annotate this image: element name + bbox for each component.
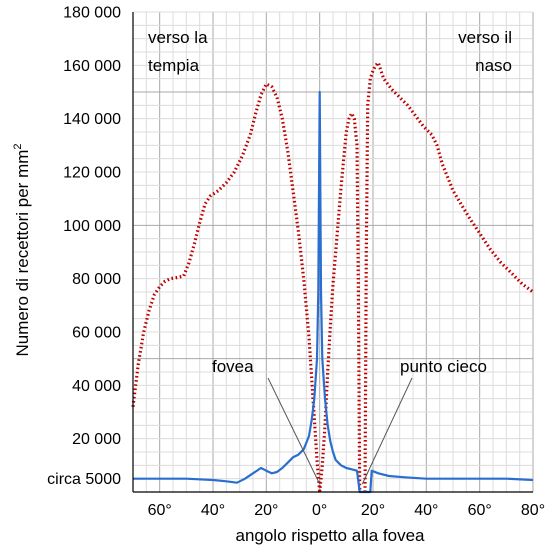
y-tick-label: 100 000 [63, 218, 121, 235]
x-tick-label: 20° [361, 502, 385, 519]
x-axis-ticks: 60° 40° 20° 0° 20° 40° 60° 80° [148, 502, 546, 519]
x-tick-label: 20° [254, 502, 278, 519]
y-tick-label: circa 5000 [47, 471, 121, 488]
x-tick-label: 60° [468, 502, 492, 519]
cone-density-curve-segment-1 [133, 90, 534, 494]
grid [132, 11, 534, 493]
y-tick-label: 180 000 [63, 5, 121, 22]
corner-right-line-1: verso il [458, 28, 512, 47]
y-axis-ticks: circa 5000 20 000 40 000 60 000 80 000 100 00… [47, 5, 121, 489]
y-tick-label: 80 000 [72, 271, 121, 288]
y-axis-title-main: Numero di recettori per mm [13, 150, 32, 357]
fovea-leader-line [267, 377, 321, 485]
blind-spot-label: punto cieco [400, 357, 487, 376]
corner-left-line-1: verso la [148, 28, 208, 47]
axis-frame [132, 12, 533, 493]
y-tick-label: 140 000 [63, 111, 121, 128]
x-axis-title: angolo rispetto alla fovea [235, 526, 425, 545]
y-tick-label: 160 000 [63, 58, 121, 75]
x-tick-label: 0° [312, 502, 327, 519]
y-axis-title: Numero di recettori per mm2 [12, 143, 32, 356]
rod-density-curve-segment-1 [131, 82, 322, 493]
y-tick-label: 20 000 [72, 431, 121, 448]
rod-density-curve-segment-2 [318, 111, 362, 493]
blind-spot-leader-line [361, 377, 413, 485]
x-tick-label: 80° [521, 502, 545, 519]
chart-marks [131, 61, 534, 494]
y-tick-label: 120 000 [63, 165, 121, 182]
y-tick-label: 60 000 [72, 325, 121, 342]
y-tick-label: 40 000 [72, 378, 121, 395]
y-axis-title-sup: 2 [12, 143, 24, 149]
corner-right-line-2: naso [475, 56, 512, 75]
x-tick-label: 40° [201, 502, 225, 519]
x-tick-label: 60° [148, 502, 172, 519]
corner-left-line-2: tempia [148, 56, 200, 75]
fovea-label: fovea [212, 357, 254, 376]
x-tick-label: 40° [414, 502, 438, 519]
rod-density-curve-segment-3 [363, 61, 534, 493]
